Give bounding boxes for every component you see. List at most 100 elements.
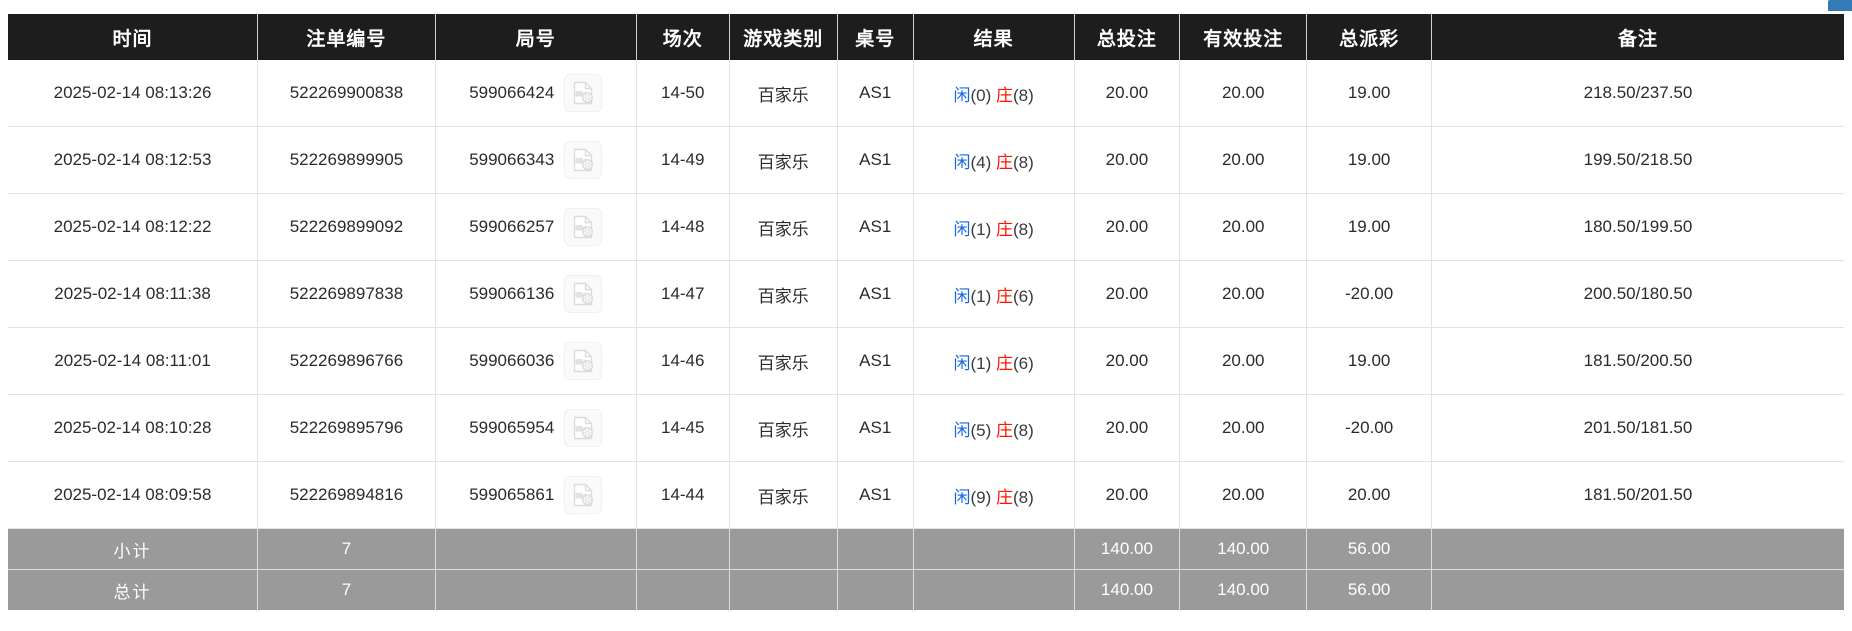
cell-bet-number: 522269895796 <box>257 394 436 462</box>
video-document-icon[interactable] <box>564 409 603 447</box>
cell-bet-number: 522269900838 <box>257 60 436 127</box>
cell-total-payout: 19.00 <box>1306 193 1432 261</box>
cell-table-number: AS1 <box>837 60 914 127</box>
summary-label: 总计 <box>8 569 259 610</box>
cell-remark: 181.50/200.50 <box>1431 327 1844 395</box>
table-row[interactable]: 2025-02-14 08:12:53 522269899905 599066343… <box>8 126 1844 194</box>
cell-result: 闲(1) 庄(6) <box>913 260 1075 328</box>
video-document-icon[interactable] <box>564 342 603 380</box>
cell-session: 14-45 <box>636 394 730 462</box>
column-header-game_type[interactable]: 游戏类别 <box>729 14 838 60</box>
result-banker-score: (8) <box>1013 219 1034 239</box>
table-row[interactable]: 2025-02-14 08:09:58 522269894816 599065861… <box>8 461 1844 529</box>
video-document-icon[interactable] <box>564 208 603 246</box>
round-number-group: 599066424 <box>442 74 630 112</box>
result-banker-label: 庄 <box>996 219 1014 239</box>
cell-remark: 180.50/199.50 <box>1431 193 1844 261</box>
summary-valid-bet: 140.00 <box>1179 569 1308 610</box>
summary-count: 7 <box>257 528 436 570</box>
column-header-time[interactable]: 时间 <box>8 14 259 60</box>
summary-total-bet: 140.00 <box>1074 528 1181 570</box>
round-number-text: 599066136 <box>469 284 555 303</box>
cell-round-number: 599065861 <box>435 461 637 529</box>
column-header-total_payout[interactable]: 总派彩 <box>1306 14 1432 60</box>
column-header-bet_no[interactable]: 注单编号 <box>257 14 436 60</box>
column-header-valid_bet[interactable]: 有效投注 <box>1179 14 1308 60</box>
video-document-icon[interactable] <box>564 74 603 112</box>
video-document-icon[interactable] <box>564 141 603 179</box>
round-number-group: 599066257 <box>442 208 630 246</box>
cell-total-bet[interactable]: 20.00 <box>1074 461 1181 529</box>
result-banker-score: (8) <box>1013 85 1034 105</box>
cell-time: 2025-02-14 08:13:26 <box>8 60 259 127</box>
cell-game-type: 百家乐 <box>729 60 838 127</box>
summary-empty-table-number <box>837 569 914 610</box>
cell-result: 闲(1) 庄(8) <box>913 193 1075 261</box>
cell-total-bet[interactable]: 20.00 <box>1074 260 1181 328</box>
table-header: 时间 注单编号 局号 场次 游戏类别 桌号 结果 总投注 有效投注 总派彩 备注 <box>8 14 1844 60</box>
cell-valid-bet: 20.00 <box>1179 260 1308 328</box>
result-player-label: 闲 <box>953 85 971 105</box>
cell-total-payout: 19.00 <box>1306 60 1432 127</box>
summary-empty-game-type <box>729 569 838 610</box>
cell-total-payout: -20.00 <box>1306 260 1432 328</box>
bet-history-table-container: 时间 注单编号 局号 场次 游戏类别 桌号 结果 总投注 有效投注 总派彩 备注 2025-02-1… <box>8 14 1844 610</box>
summary-total-payout: 56.00 <box>1306 569 1432 610</box>
cell-total-payout: 20.00 <box>1306 461 1432 529</box>
column-header-table_no[interactable]: 桌号 <box>837 14 914 60</box>
cell-bet-number: 522269897838 <box>257 260 436 328</box>
table-row[interactable]: 2025-02-14 08:13:26 522269900838 599066424… <box>8 60 1844 127</box>
column-header-total_bet[interactable]: 总投注 <box>1074 14 1181 60</box>
cell-total-bet[interactable]: 20.00 <box>1074 60 1181 127</box>
result-player-score: (1) <box>970 219 992 239</box>
result-banker-score: (6) <box>1013 286 1034 306</box>
cell-time: 2025-02-14 08:09:58 <box>8 461 259 529</box>
table-row[interactable]: 2025-02-14 08:12:22 522269899092 599066257… <box>8 193 1844 261</box>
summary-empty-session <box>636 569 730 610</box>
video-document-icon[interactable] <box>564 275 603 313</box>
result-banker-label: 庄 <box>996 420 1014 440</box>
cell-remark: 218.50/237.50 <box>1431 60 1844 127</box>
cell-session: 14-47 <box>636 260 730 328</box>
cell-total-bet[interactable]: 20.00 <box>1074 327 1181 395</box>
cell-game-type: 百家乐 <box>729 327 838 395</box>
table-row[interactable]: 2025-02-14 08:11:38 522269897838 599066136… <box>8 260 1844 328</box>
column-header-result[interactable]: 结果 <box>913 14 1075 60</box>
summary-total-payout: 56.00 <box>1306 528 1432 570</box>
video-document-icon[interactable] <box>564 476 603 514</box>
cell-valid-bet: 20.00 <box>1179 126 1308 194</box>
column-header-round_no[interactable]: 局号 <box>435 14 637 60</box>
column-header-session[interactable]: 场次 <box>636 14 730 60</box>
round-number-text: 599065954 <box>469 418 555 437</box>
table-row[interactable]: 2025-02-14 08:11:01 522269896766 599066036… <box>8 327 1844 395</box>
summary-empty-result <box>913 569 1075 610</box>
result-banker-label: 庄 <box>996 152 1014 172</box>
top-right-accent-chip[interactable] <box>1828 0 1852 11</box>
cell-round-number: 599066343 <box>435 126 637 194</box>
cell-total-bet[interactable]: 20.00 <box>1074 193 1181 261</box>
summary-empty-table-number <box>837 528 914 570</box>
result-banker-label: 庄 <box>996 353 1014 373</box>
summary-total-bet: 140.00 <box>1074 569 1181 610</box>
result-player-label: 闲 <box>953 286 971 306</box>
cell-round-number: 599066424 <box>435 60 637 127</box>
result-player-score: (1) <box>970 286 992 306</box>
cell-game-type: 百家乐 <box>729 394 838 462</box>
cell-valid-bet: 20.00 <box>1179 193 1308 261</box>
round-number-text: 599066343 <box>469 150 555 169</box>
summary-label: 小计 <box>8 528 259 570</box>
round-number-text: 599066424 <box>469 83 555 102</box>
result-banker-label: 庄 <box>996 286 1014 306</box>
result-player-score: (4) <box>970 152 992 172</box>
cell-total-bet[interactable]: 20.00 <box>1074 394 1181 462</box>
table-row[interactable]: 2025-02-14 08:10:28 522269895796 599065954… <box>8 394 1844 462</box>
cell-time: 2025-02-14 08:12:53 <box>8 126 259 194</box>
cell-result: 闲(4) 庄(8) <box>913 126 1075 194</box>
table-header-row: 时间 注单编号 局号 场次 游戏类别 桌号 结果 总投注 有效投注 总派彩 备注 <box>8 14 1844 60</box>
result-banker-score: (8) <box>1013 420 1034 440</box>
column-header-remark[interactable]: 备注 <box>1431 14 1844 60</box>
cell-game-type: 百家乐 <box>729 193 838 261</box>
cell-round-number: 599066257 <box>435 193 637 261</box>
cell-total-bet[interactable]: 20.00 <box>1074 126 1181 194</box>
cell-session: 14-49 <box>636 126 730 194</box>
